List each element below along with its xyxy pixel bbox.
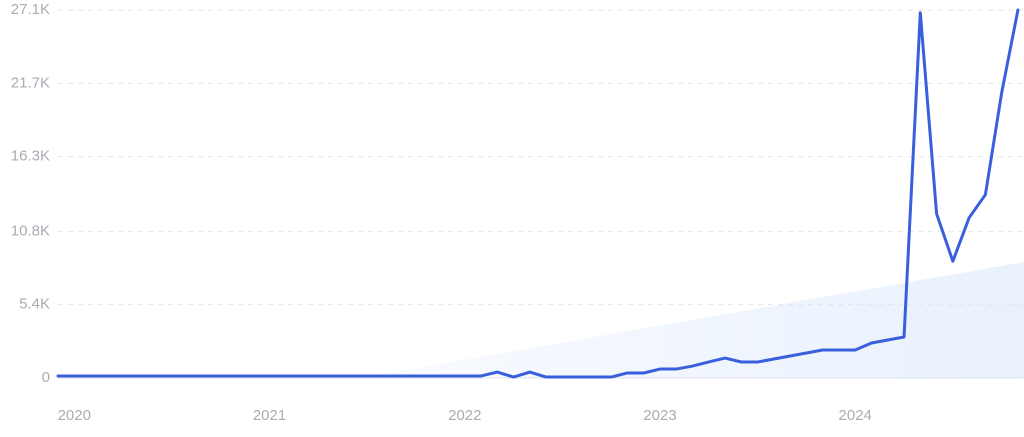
trend-area [360,262,1024,378]
line [56,8,1020,379]
y-tick-label: 16.3K [11,148,50,165]
x-tick-label: 2023 [643,407,676,424]
x-tick-label: 2024 [839,407,872,424]
y-tick-label: 0 [42,369,50,386]
x-tick-label: 2021 [253,407,286,424]
y-tick-label: 27.1K [11,1,50,18]
x-tick-label: 2022 [448,407,481,424]
y-tick-label: 10.8K [11,222,50,239]
y-tick-label: 21.7K [11,74,50,91]
x-tick-label: 2020 [58,407,91,424]
y-tick-label: 5.4K [19,296,50,313]
